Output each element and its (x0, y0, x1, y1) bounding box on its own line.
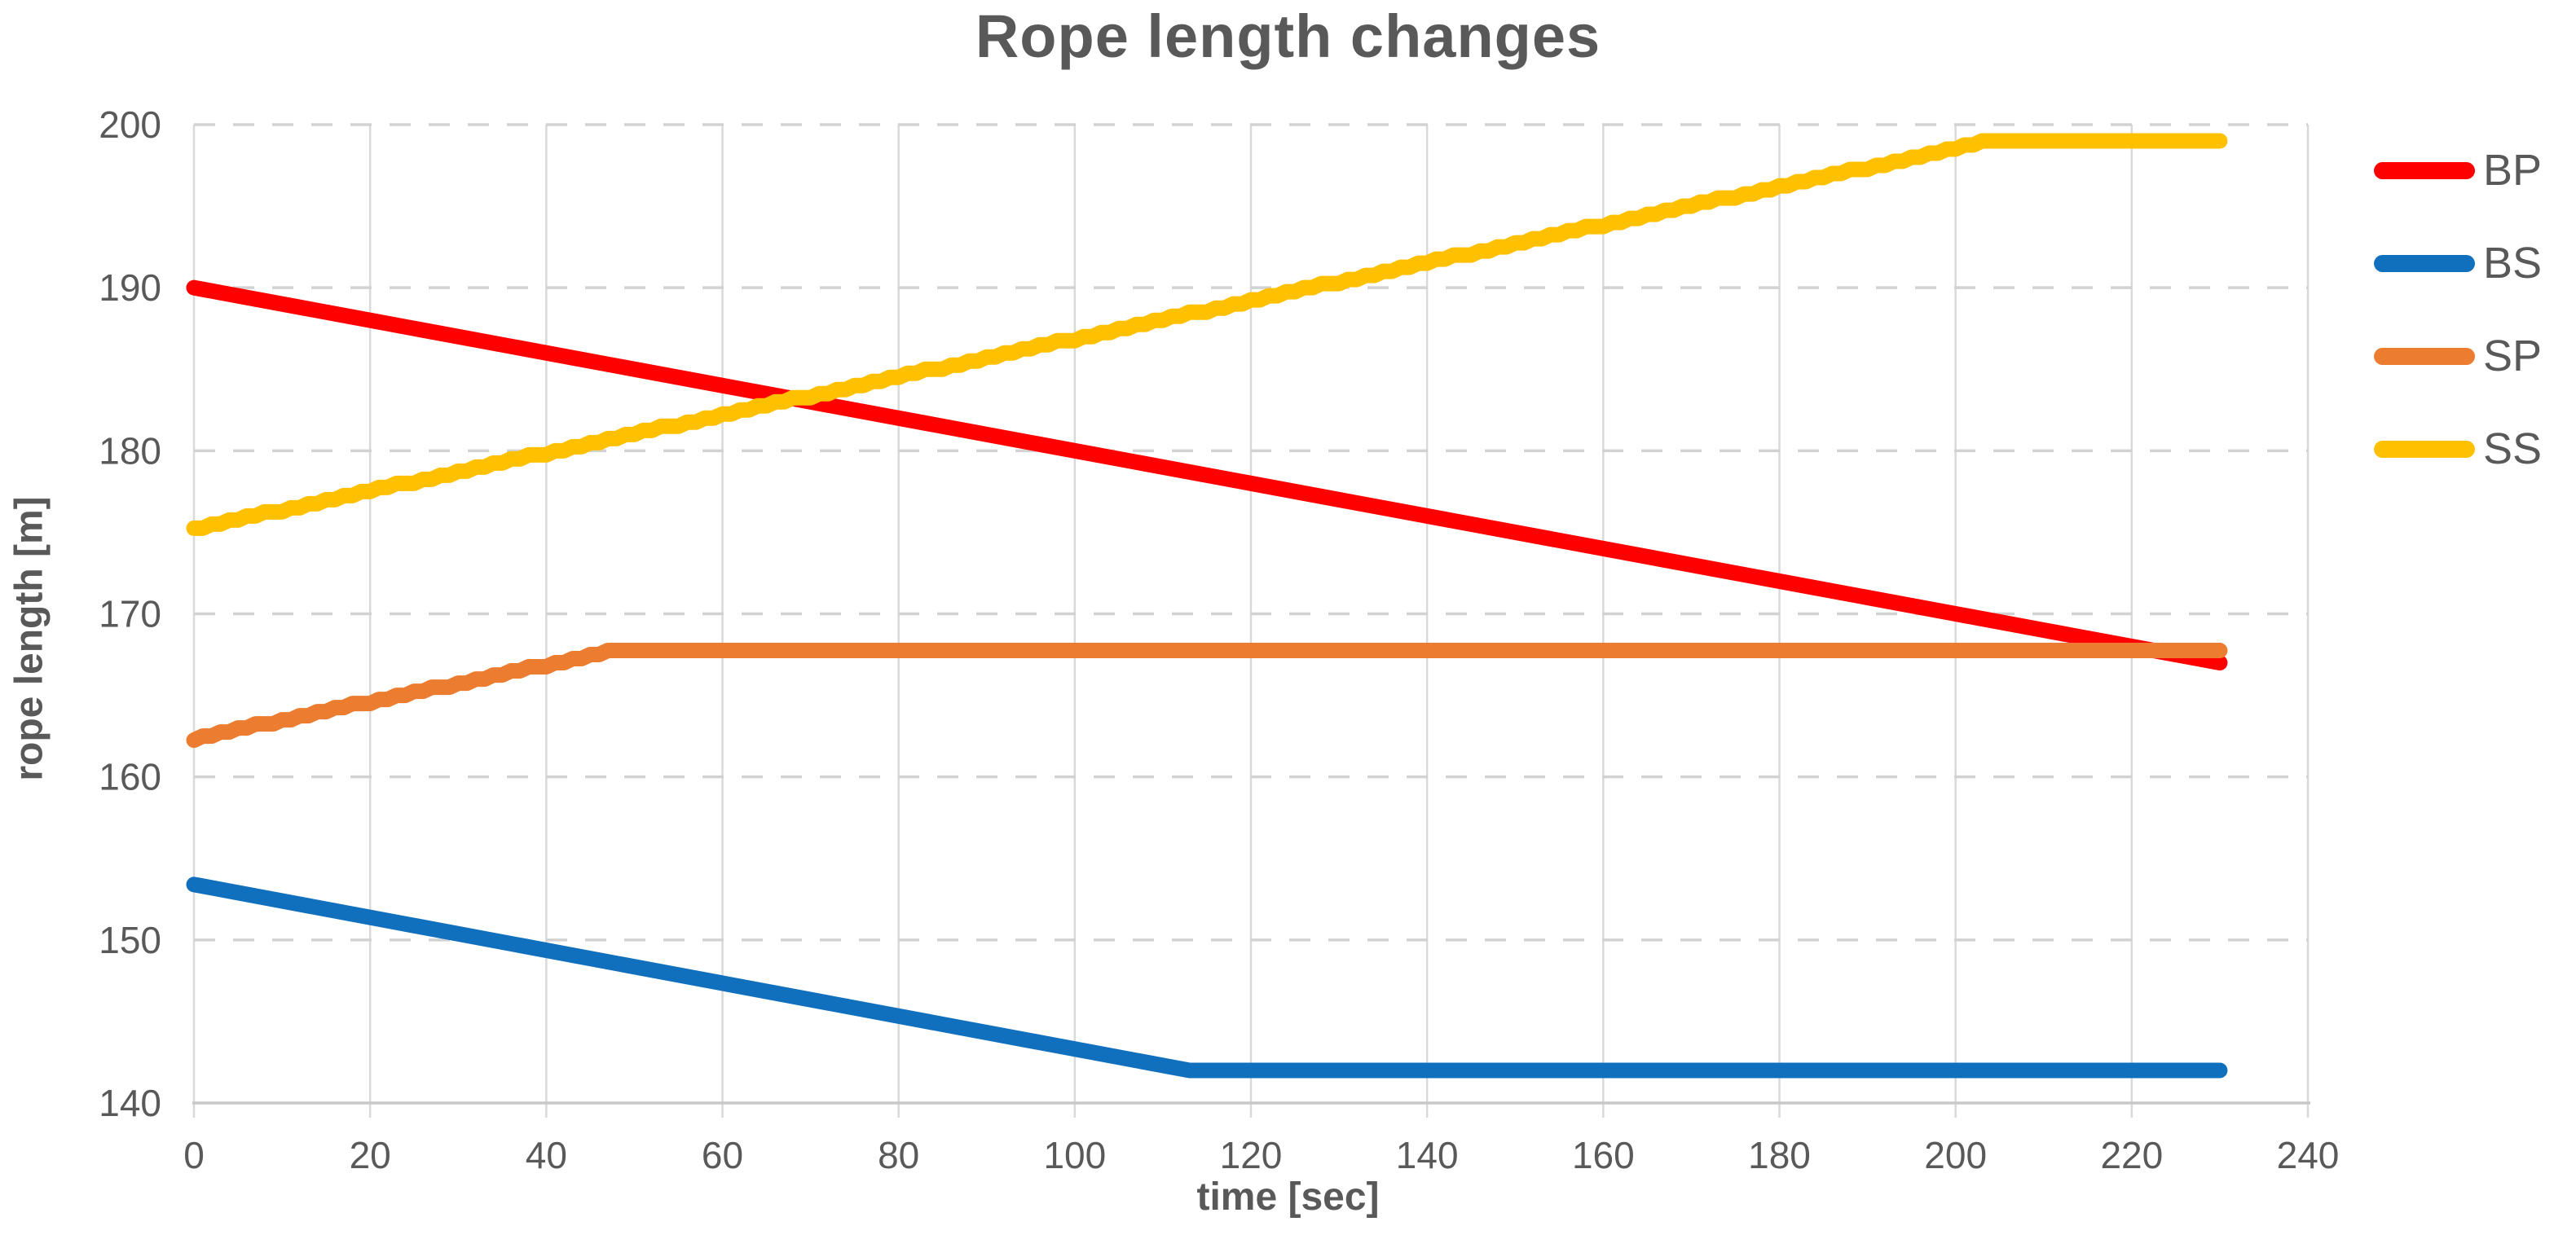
legend-label-BP: BP (2482, 146, 2542, 195)
x-tick-label: 0 (183, 1134, 205, 1176)
chart-title: Rope length changes (975, 2, 1601, 70)
x-tick-label: 40 (526, 1134, 567, 1176)
x-tick-label: 180 (1748, 1134, 1811, 1176)
y-tick-label: 180 (99, 429, 161, 472)
y-tick-label: 170 (99, 593, 161, 635)
y-axis-title: rope length [m] (7, 496, 51, 781)
series-line-SS (186, 133, 2228, 536)
legend-label-SS: SS (2482, 424, 2542, 473)
legend: BP BS SP SS (2373, 145, 2542, 474)
series-line-SP (186, 643, 2228, 749)
x-tick-label: 100 (1043, 1134, 1106, 1176)
legend-item-BS: BS (2373, 238, 2542, 288)
x-tick-label: 160 (1572, 1134, 1635, 1176)
legend-label-BS: BS (2482, 239, 2542, 288)
legend-item-BP: BP (2373, 145, 2542, 196)
x-tick-label: 140 (1396, 1134, 1459, 1176)
y-tick-label: 190 (99, 266, 161, 309)
legend-swatch-SP (2373, 347, 2475, 365)
y-tick-label: 150 (99, 919, 161, 961)
x-tick-label: 20 (350, 1134, 391, 1176)
legend-item-SS: SS (2373, 424, 2542, 474)
x-tick-label: 120 (1220, 1134, 1283, 1176)
legend-swatch-SS (2373, 440, 2475, 458)
x-tick-label: 200 (1924, 1134, 1987, 1176)
x-tick-label: 220 (2100, 1134, 2163, 1176)
legend-swatch-BS (2373, 254, 2475, 272)
x-tick-label: 80 (878, 1134, 919, 1176)
x-tick-label: 240 (2277, 1134, 2340, 1176)
y-tick-label: 140 (99, 1082, 161, 1124)
series-line-BS (186, 877, 2228, 1079)
y-tick-label: 160 (99, 756, 161, 798)
series-line-BP (186, 279, 2228, 671)
y-tick-label: 200 (99, 103, 161, 146)
x-tick-label: 60 (702, 1134, 743, 1176)
legend-item-SP: SP (2373, 331, 2542, 381)
legend-label-SP: SP (2482, 332, 2542, 380)
legend-swatch-BP (2373, 161, 2475, 179)
x-axis-title: time [sec] (1196, 1175, 1380, 1219)
